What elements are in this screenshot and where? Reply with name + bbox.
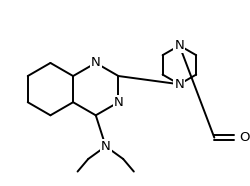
Text: N: N bbox=[101, 140, 110, 153]
Text: N: N bbox=[91, 56, 101, 69]
Text: N: N bbox=[174, 78, 184, 91]
Text: O: O bbox=[240, 131, 250, 144]
Text: N: N bbox=[174, 39, 184, 52]
Text: N: N bbox=[114, 96, 123, 109]
